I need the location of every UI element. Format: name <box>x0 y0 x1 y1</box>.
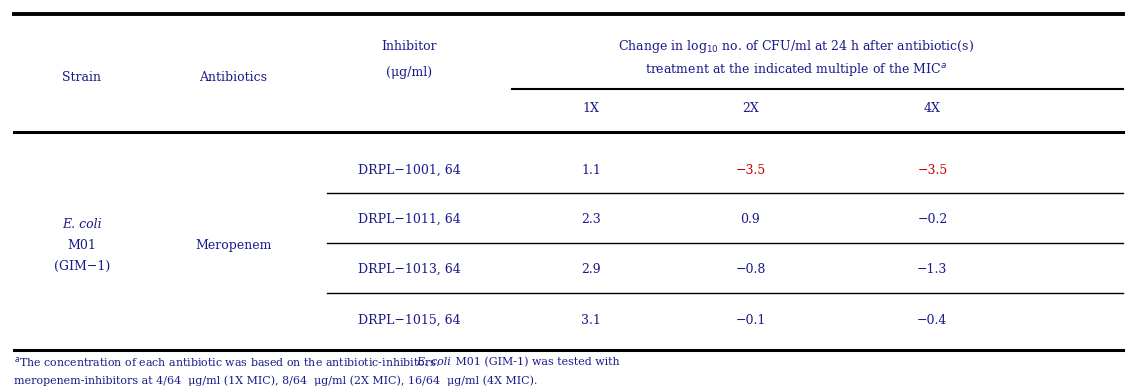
Text: −0.2: −0.2 <box>918 213 947 226</box>
Text: 2.3: 2.3 <box>581 213 601 226</box>
Text: E. coli: E. coli <box>63 218 101 230</box>
Text: −0.1: −0.1 <box>736 314 765 327</box>
Text: treatment at the indicated multiple of the MIC$^{a}$: treatment at the indicated multiple of t… <box>645 61 947 78</box>
Text: 3.1: 3.1 <box>581 314 601 327</box>
Text: Meropenem: Meropenem <box>194 239 272 252</box>
Text: 2.9: 2.9 <box>581 263 601 276</box>
Text: Antibiotics: Antibiotics <box>199 71 267 84</box>
Text: 1X: 1X <box>583 102 599 115</box>
Text: 0.9: 0.9 <box>740 213 761 226</box>
Text: Change in log$_{10}$ no. of CFU/ml at 24 h after antibiotic(s): Change in log$_{10}$ no. of CFU/ml at 24… <box>617 38 974 55</box>
Text: (GIM−1): (GIM−1) <box>53 260 110 273</box>
Text: −1.3: −1.3 <box>918 263 947 276</box>
Text: M01 (GIM-1) was tested with: M01 (GIM-1) was tested with <box>453 357 620 367</box>
Text: Strain: Strain <box>63 71 101 84</box>
Text: Inhibitor: Inhibitor <box>382 40 437 53</box>
Text: meropenem-inhibitors at 4/64  μg/ml (1X MIC), 8/64  μg/ml (2X MIC), 16/64  μg/ml: meropenem-inhibitors at 4/64 μg/ml (1X M… <box>14 376 537 386</box>
Text: DRPL−1015, 64: DRPL−1015, 64 <box>358 314 460 327</box>
Text: 2X: 2X <box>742 102 758 115</box>
Text: (μg/ml): (μg/ml) <box>387 66 432 80</box>
Text: DRPL−1011, 64: DRPL−1011, 64 <box>358 213 460 226</box>
Text: DRPL−1001, 64: DRPL−1001, 64 <box>358 164 460 177</box>
Text: −0.4: −0.4 <box>918 314 947 327</box>
Text: 1.1: 1.1 <box>581 164 601 177</box>
Text: DRPL−1013, 64: DRPL−1013, 64 <box>358 263 460 276</box>
Text: −3.5: −3.5 <box>736 164 765 177</box>
Text: −3.5: −3.5 <box>918 164 947 177</box>
Text: M01: M01 <box>67 239 97 252</box>
Text: $^{a}$The concentration of each antibiotic was based on the antibiotic-inhibitor: $^{a}$The concentration of each antibiot… <box>14 355 440 369</box>
Text: −0.8: −0.8 <box>736 263 765 276</box>
Text: E. coli: E. coli <box>416 357 451 367</box>
Text: 4X: 4X <box>924 102 940 115</box>
